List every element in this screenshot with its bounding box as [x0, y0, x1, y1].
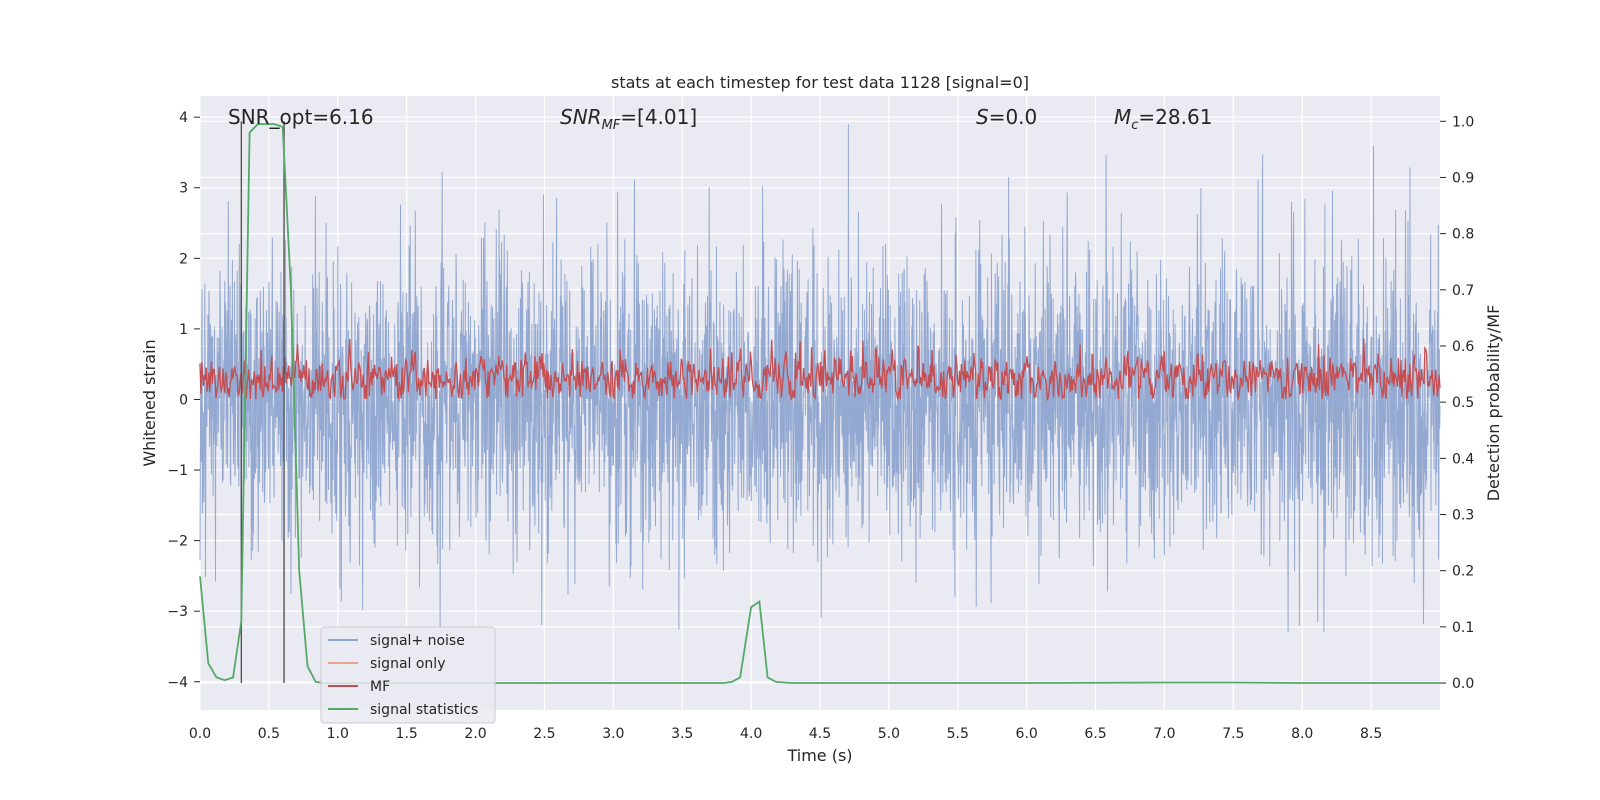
legend-label-signal-statistics: signal statistics: [370, 702, 478, 718]
y-tick-label: 0: [179, 392, 188, 408]
grid: [199, 96, 1440, 710]
annotation-mc-value: =28.61: [1138, 105, 1212, 129]
legend-box: [320, 626, 496, 724]
y-tick-label: 4: [179, 110, 188, 126]
annotation-snr-mf-value: =[4.01]: [620, 105, 697, 129]
y-tick-label: −1: [167, 463, 188, 479]
x-tick-label: 1.5: [396, 726, 418, 742]
legend: signal+ noise signal only MF signal stat…: [320, 626, 496, 724]
y2-tick-label: 0.8: [1452, 227, 1474, 243]
y-tick-label: −4: [167, 675, 188, 691]
mf-line: [199, 338, 1441, 402]
x-tick-label: 7.5: [1222, 726, 1244, 742]
y2-tick-label: 0.9: [1452, 170, 1474, 186]
annotation-snr-mf-symbol: SNR: [560, 105, 602, 129]
x-tick-label: 3.0: [602, 726, 624, 742]
legend-label-mf: MF: [370, 679, 390, 695]
x-tick-label: 4.0: [740, 726, 762, 742]
legend-label-signal-only: signal only: [370, 656, 445, 672]
x-ticks: 0.0 0.5 1.0 1.5 2.0 2.5 3.0 3.5 4.0 4.5 5.0 5.5 6.0 6…: [189, 726, 1382, 742]
y2-tick-label: 0.6: [1452, 339, 1474, 355]
y2-ticks: 1.0 0.9 0.8 0.7 0.6 0.5 0.4 0.3 0.2 0.1 0.0: [1440, 114, 1474, 692]
annotation-snr-mf-subscript: MF: [602, 118, 621, 133]
y-tick-label: 3: [179, 181, 188, 197]
x-tick-label: 7.0: [1153, 726, 1175, 742]
x-tick-label: 1.0: [327, 726, 349, 742]
y2-tick-label: 0.5: [1452, 395, 1474, 411]
annotation-mc-symbol: M: [1114, 105, 1131, 129]
annotation-mc: Mc=28.61: [1114, 105, 1212, 133]
y2-tick-label: 0.4: [1452, 451, 1474, 467]
x-tick-label: 8.0: [1291, 726, 1313, 742]
annotation-snr-opt: SNR_opt=6.16: [228, 105, 374, 129]
y2-tick-label: 0.2: [1452, 564, 1474, 580]
annotation-s-value: =0.0: [989, 105, 1038, 129]
annotation-mc-subscript: c: [1131, 118, 1138, 133]
y-tick-label: −3: [167, 604, 188, 620]
x-tick-label: 6.0: [1016, 726, 1038, 742]
y2-tick-label: 0.0: [1452, 676, 1474, 692]
x-tick-label: 2.0: [464, 726, 486, 742]
signal-plus-noise-line: [199, 124, 1441, 633]
y2-tick-label: 0.3: [1452, 508, 1474, 524]
x-tick-label: 6.5: [1084, 726, 1106, 742]
y2-axis-label: Detection probability/MF: [1484, 305, 1503, 502]
x-tick-label: 3.5: [671, 726, 693, 742]
series-mf: [199, 338, 1441, 402]
x-axis-label: Time (s): [786, 746, 852, 765]
legend-label-signal-plus-noise: signal+ noise: [370, 633, 465, 649]
annotation-snr-mf: SNRMF=[4.01]: [560, 105, 697, 133]
y2-tick-label: 1.0: [1452, 114, 1474, 130]
chart-title: stats at each timestep for test data 112…: [611, 73, 1029, 92]
y-tick-label: 1: [179, 322, 188, 338]
y-ticks: 4 3 2 1 0 −1 −2 −3 −4: [167, 110, 200, 691]
y-tick-label: −2: [167, 534, 188, 550]
annotation-s: S=0.0: [976, 105, 1037, 129]
x-tick-label: 5.0: [878, 726, 900, 742]
x-tick-label: 5.5: [947, 726, 969, 742]
x-tick-label: 4.5: [809, 726, 831, 742]
x-tick-label: 2.5: [533, 726, 555, 742]
x-tick-label: 0.0: [189, 726, 211, 742]
x-tick-label: 8.5: [1360, 726, 1382, 742]
annotation-s-symbol: S: [976, 105, 989, 129]
y-tick-label: 2: [179, 251, 188, 267]
x-tick-label: 0.5: [258, 726, 280, 742]
y2-tick-label: 0.1: [1452, 620, 1474, 636]
series-signal-plus-noise: [199, 124, 1441, 633]
y-axis-label: Whitened strain: [140, 339, 159, 466]
y2-tick-label: 0.7: [1452, 283, 1474, 299]
